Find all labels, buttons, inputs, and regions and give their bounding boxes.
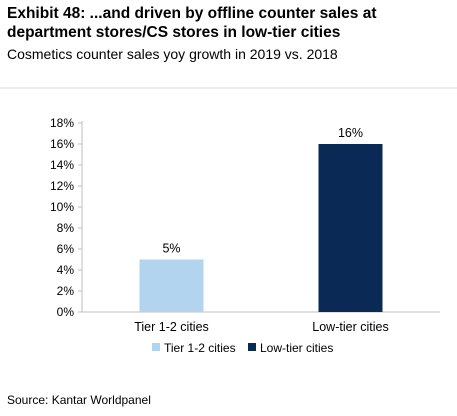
chart-subtitle: Cosmetics counter sales yoy growth in 20… — [7, 46, 338, 62]
y-tick-label: 12% — [50, 179, 74, 193]
y-tick-label: 2% — [57, 284, 75, 298]
y-tick-label: 10% — [50, 200, 74, 214]
legend-swatch — [248, 343, 256, 351]
data-label: 16% — [338, 126, 363, 140]
data-label: 5% — [162, 242, 180, 256]
source-note: Source: Kantar Worldpanel — [7, 393, 151, 407]
bar-tier-1-2-cities — [139, 259, 204, 312]
legend-label: Tier 1-2 cities — [164, 341, 236, 355]
legend-label: Low-tier cities — [260, 341, 333, 355]
bar-low-tier-cities — [318, 144, 383, 312]
y-tick-label: 6% — [57, 242, 75, 256]
x-tick-label: Low-tier cities — [312, 320, 388, 334]
y-tick-label: 16% — [50, 137, 74, 151]
y-tick-label: 0% — [57, 305, 75, 319]
y-tick-label: 14% — [50, 158, 74, 172]
legend-swatch — [152, 343, 160, 351]
y-tick-label: 4% — [57, 263, 75, 277]
x-tick-label: Tier 1-2 cities — [134, 320, 209, 334]
bar-chart: 0% 2% 4% 6% 8% 10% 12% 14% 16% 18% 5% Tier 1-2 citi… — [0, 87, 457, 355]
y-tick-label: 8% — [57, 221, 75, 235]
y-tick-label: 18% — [50, 116, 74, 130]
chart-title: Exhibit 48: ...and driven by offline cou… — [7, 5, 377, 41]
